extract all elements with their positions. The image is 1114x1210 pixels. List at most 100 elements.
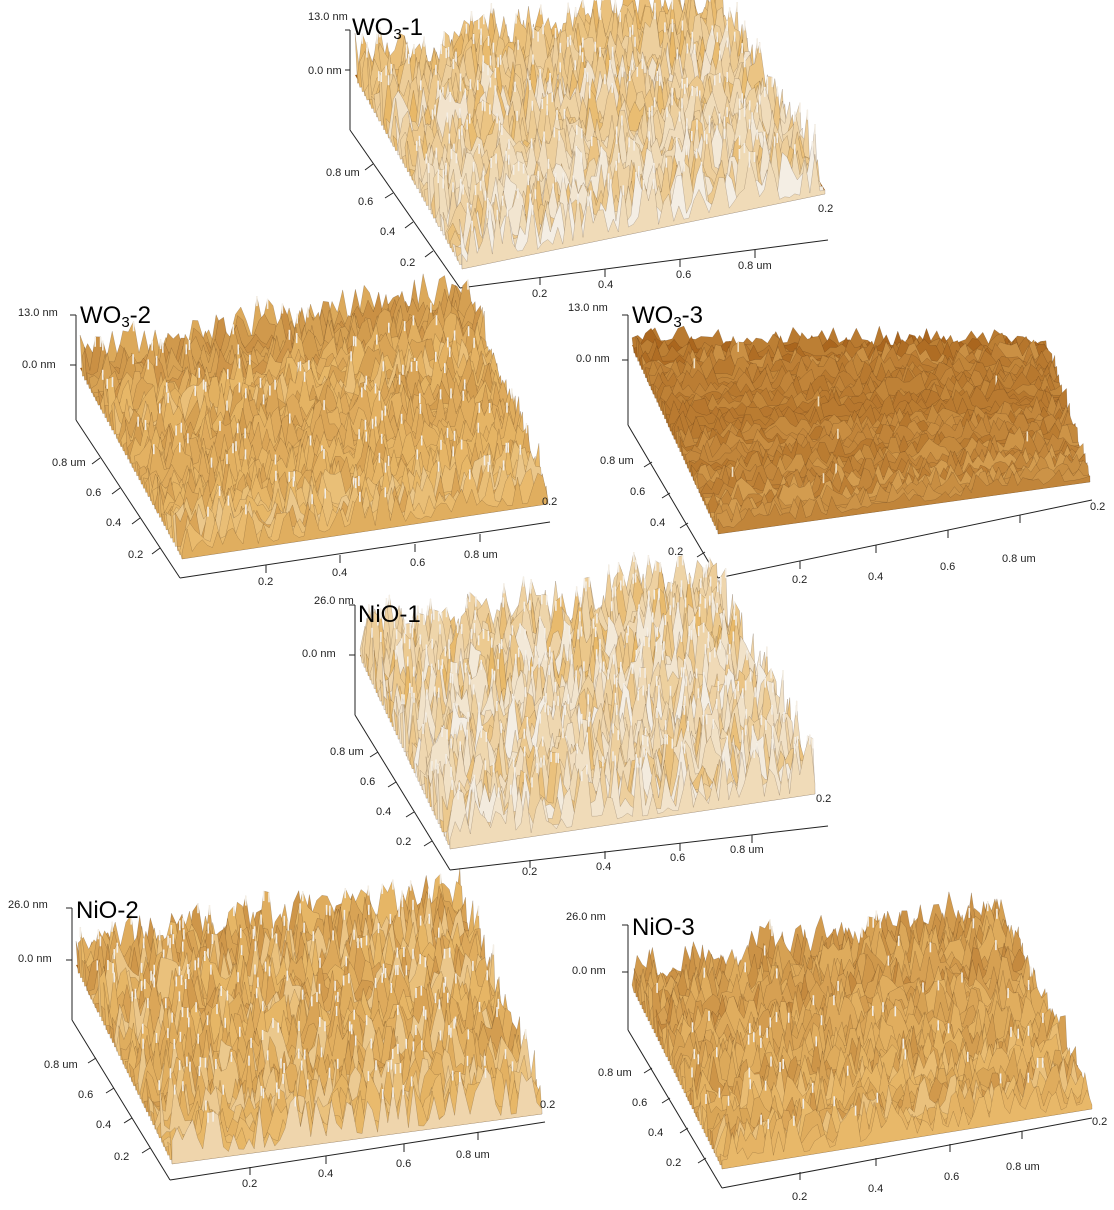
z-top-label-nio-2: 26.0 nm bbox=[8, 899, 48, 911]
x-tick-wo3-3-1: 0.4 bbox=[868, 571, 883, 583]
surface-nio-1 bbox=[359, 551, 816, 850]
surface-strip bbox=[721, 1084, 1093, 1170]
surface-strip bbox=[717, 469, 1091, 535]
axes-wo3-2 bbox=[70, 314, 551, 579]
axes-wo3-1 bbox=[345, 29, 829, 289]
x-tick-nio-3-3: 0.8 um bbox=[1006, 1161, 1040, 1173]
x-tick-wo3-1-2: 0.6 bbox=[676, 269, 691, 281]
corner-tick-nio-1: 0.2 bbox=[816, 793, 831, 805]
y-tick-wo3-1-3: 0.2 bbox=[400, 257, 415, 269]
y-tick-nio-1-3: 0.2 bbox=[396, 836, 411, 848]
surface-nio-2 bbox=[75, 867, 543, 1165]
surface-wo3-3 bbox=[631, 325, 1091, 535]
y-tick-nio-2-2: 0.4 bbox=[96, 1119, 111, 1131]
x-tick-nio-3-2: 0.6 bbox=[944, 1171, 959, 1183]
z-top-label-nio-3: 26.0 nm bbox=[566, 911, 606, 923]
x-tick-nio-2-1: 0.4 bbox=[318, 1168, 333, 1180]
z-zero-label-wo3-3: 0.0 nm bbox=[576, 353, 610, 365]
y-tick-wo3-2-0: 0.8 um bbox=[52, 457, 86, 469]
surface-strip bbox=[461, 154, 826, 270]
corner-tick-wo3-2: 0.2 bbox=[542, 496, 557, 508]
panel-title-nio-2: NiO-2 bbox=[76, 897, 139, 924]
x-tick-wo3-2-1: 0.4 bbox=[332, 567, 347, 579]
corner-tick-nio-3: 0.2 bbox=[1092, 1116, 1107, 1128]
surface-strip bbox=[375, 576, 733, 698]
x-tick-wo3-3-3: 0.8 um bbox=[1002, 553, 1036, 565]
y-tick-nio-1-1: 0.6 bbox=[360, 776, 375, 788]
surface-strip bbox=[666, 379, 1065, 428]
surface-strip bbox=[181, 472, 549, 560]
panel-title-nio-3: NiO-3 bbox=[632, 914, 695, 941]
y-tick-wo3-2-2: 0.4 bbox=[106, 517, 121, 529]
axes-nio-2 bbox=[66, 907, 546, 1181]
surface-wo3-1 bbox=[354, 0, 826, 270]
corner-tick-wo3-3: 0.2 bbox=[1090, 501, 1105, 513]
y-tick-wo3-1-1: 0.6 bbox=[358, 196, 373, 208]
y-tick-nio-2-3: 0.2 bbox=[114, 1151, 129, 1163]
x-tick-wo3-3-2: 0.6 bbox=[940, 561, 955, 573]
y-tick-nio-3-0: 0.8 um bbox=[598, 1067, 632, 1079]
y-tick-wo3-1-0: 0.8 um bbox=[326, 167, 360, 179]
y-tick-nio-3-2: 0.4 bbox=[648, 1127, 663, 1139]
z-zero-label-nio-3: 0.0 nm bbox=[572, 965, 606, 977]
x-tick-wo3-2-2: 0.6 bbox=[410, 557, 425, 569]
y-tick-wo3-3-2: 0.4 bbox=[650, 517, 665, 529]
x-tick-nio-1-0: 0.2 bbox=[522, 866, 537, 878]
y-tick-nio-2-1: 0.6 bbox=[78, 1089, 93, 1101]
axes-nio-1 bbox=[349, 604, 829, 871]
surface-wo3-2 bbox=[79, 273, 549, 560]
y-tick-nio-3-1: 0.6 bbox=[632, 1097, 647, 1109]
z-zero-label-wo3-1: 0.0 nm bbox=[308, 65, 342, 77]
y-tick-wo3-1-2: 0.4 bbox=[380, 226, 395, 238]
y-tick-wo3-3-3: 0.2 bbox=[668, 546, 683, 558]
x-tick-wo3-2-3: 0.8 um bbox=[464, 549, 498, 561]
x-tick-wo3-1-3: 0.8 um bbox=[738, 260, 772, 272]
y-tick-wo3-2-3: 0.2 bbox=[128, 549, 143, 561]
x-tick-wo3-1-1: 0.4 bbox=[598, 279, 613, 291]
x-tick-nio-2-3: 0.8 um bbox=[456, 1149, 490, 1161]
corner-tick-wo3-1: 0.2 bbox=[818, 203, 833, 215]
z-zero-label-nio-2: 0.0 nm bbox=[18, 953, 52, 965]
axes-wo3-3 bbox=[622, 314, 1093, 579]
z-top-label-wo3-1: 13.0 nm bbox=[308, 11, 348, 23]
surface-strip bbox=[171, 1067, 543, 1165]
panel-title-wo3-2: WO3-2 bbox=[80, 302, 151, 331]
y-tick-nio-1-0: 0.8 um bbox=[330, 746, 364, 758]
panel-title-wo3-1: WO3-1 bbox=[352, 14, 423, 43]
surface-strip bbox=[631, 891, 1003, 994]
panel-title-nio-1: NiO-1 bbox=[358, 601, 421, 628]
x-tick-nio-3-1: 0.4 bbox=[868, 1183, 883, 1195]
y-tick-nio-1-2: 0.4 bbox=[376, 806, 391, 818]
x-tick-wo3-2-0: 0.2 bbox=[258, 576, 273, 588]
panel-title-wo3-3: WO3-3 bbox=[632, 302, 703, 331]
x-tick-wo3-3-0: 0.2 bbox=[792, 574, 807, 586]
x-tick-nio-2-0: 0.2 bbox=[242, 1178, 257, 1190]
x-tick-wo3-1-0: 0.2 bbox=[532, 288, 547, 300]
surface-nio-3 bbox=[631, 891, 1093, 1170]
y-tick-wo3-2-1: 0.6 bbox=[86, 487, 101, 499]
surface-strip bbox=[449, 734, 816, 850]
y-tick-wo3-3-1: 0.6 bbox=[630, 486, 645, 498]
y-tick-nio-3-3: 0.2 bbox=[666, 1157, 681, 1169]
axes-nio-3 bbox=[622, 924, 1093, 1189]
z-top-label-wo3-3: 13.0 nm bbox=[568, 302, 608, 314]
z-zero-label-nio-1: 0.0 nm bbox=[302, 648, 336, 660]
x-tick-nio-2-2: 0.6 bbox=[396, 1158, 411, 1170]
y-tick-nio-2-0: 0.8 um bbox=[44, 1059, 78, 1071]
x-tick-nio-1-3: 0.8 um bbox=[730, 844, 764, 856]
surface-strip bbox=[177, 460, 547, 556]
corner-tick-nio-2: 0.2 bbox=[540, 1099, 555, 1111]
z-top-label-wo3-2: 13.0 nm bbox=[18, 307, 58, 319]
